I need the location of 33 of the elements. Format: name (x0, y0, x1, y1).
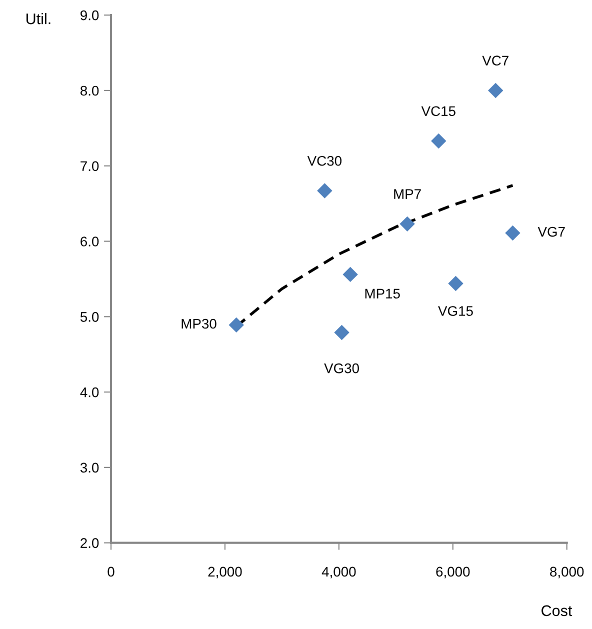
y-tick-label: 6.0 (80, 236, 99, 246)
annotation: MP30 (182, 318, 216, 329)
annotation: MP7 (394, 189, 421, 199)
point (317, 183, 332, 198)
annotation: VC15 (421, 106, 456, 116)
x-tick-label: 2,000 (208, 566, 242, 578)
y-tick-label: 9.0 (80, 10, 99, 20)
y-axis-title: Util. (26, 13, 50, 24)
annotation: VG7 (538, 226, 565, 237)
point (488, 82, 504, 98)
point (342, 266, 358, 282)
point (431, 133, 446, 149)
annotation: VC30 (307, 156, 342, 166)
y-tick-label: 2.0 (80, 538, 99, 548)
point (334, 324, 350, 340)
y-tick-label: 3.0 (80, 462, 99, 473)
x-tick-label: 8,000 (550, 566, 584, 578)
y-tick-label: 8.0 (80, 86, 99, 96)
annotation: VG15 (438, 306, 473, 316)
y-tick-label: 5.0 (80, 312, 99, 322)
point (448, 276, 464, 292)
y-tick-label: 7.0 (80, 161, 99, 172)
annotation: VC7 (482, 56, 508, 66)
annotation: VG30 (324, 363, 359, 374)
x-tick-label: 0 (108, 566, 114, 577)
point (400, 216, 415, 232)
point (505, 225, 520, 241)
y-tick-label: 4.0 (80, 387, 99, 398)
point (228, 317, 244, 333)
annotation: MP15 (365, 288, 400, 299)
x-axis-title: Cost (542, 605, 572, 616)
x-tick-label: 4,000 (322, 566, 356, 578)
x-tick-label: 6,000 (436, 566, 470, 578)
